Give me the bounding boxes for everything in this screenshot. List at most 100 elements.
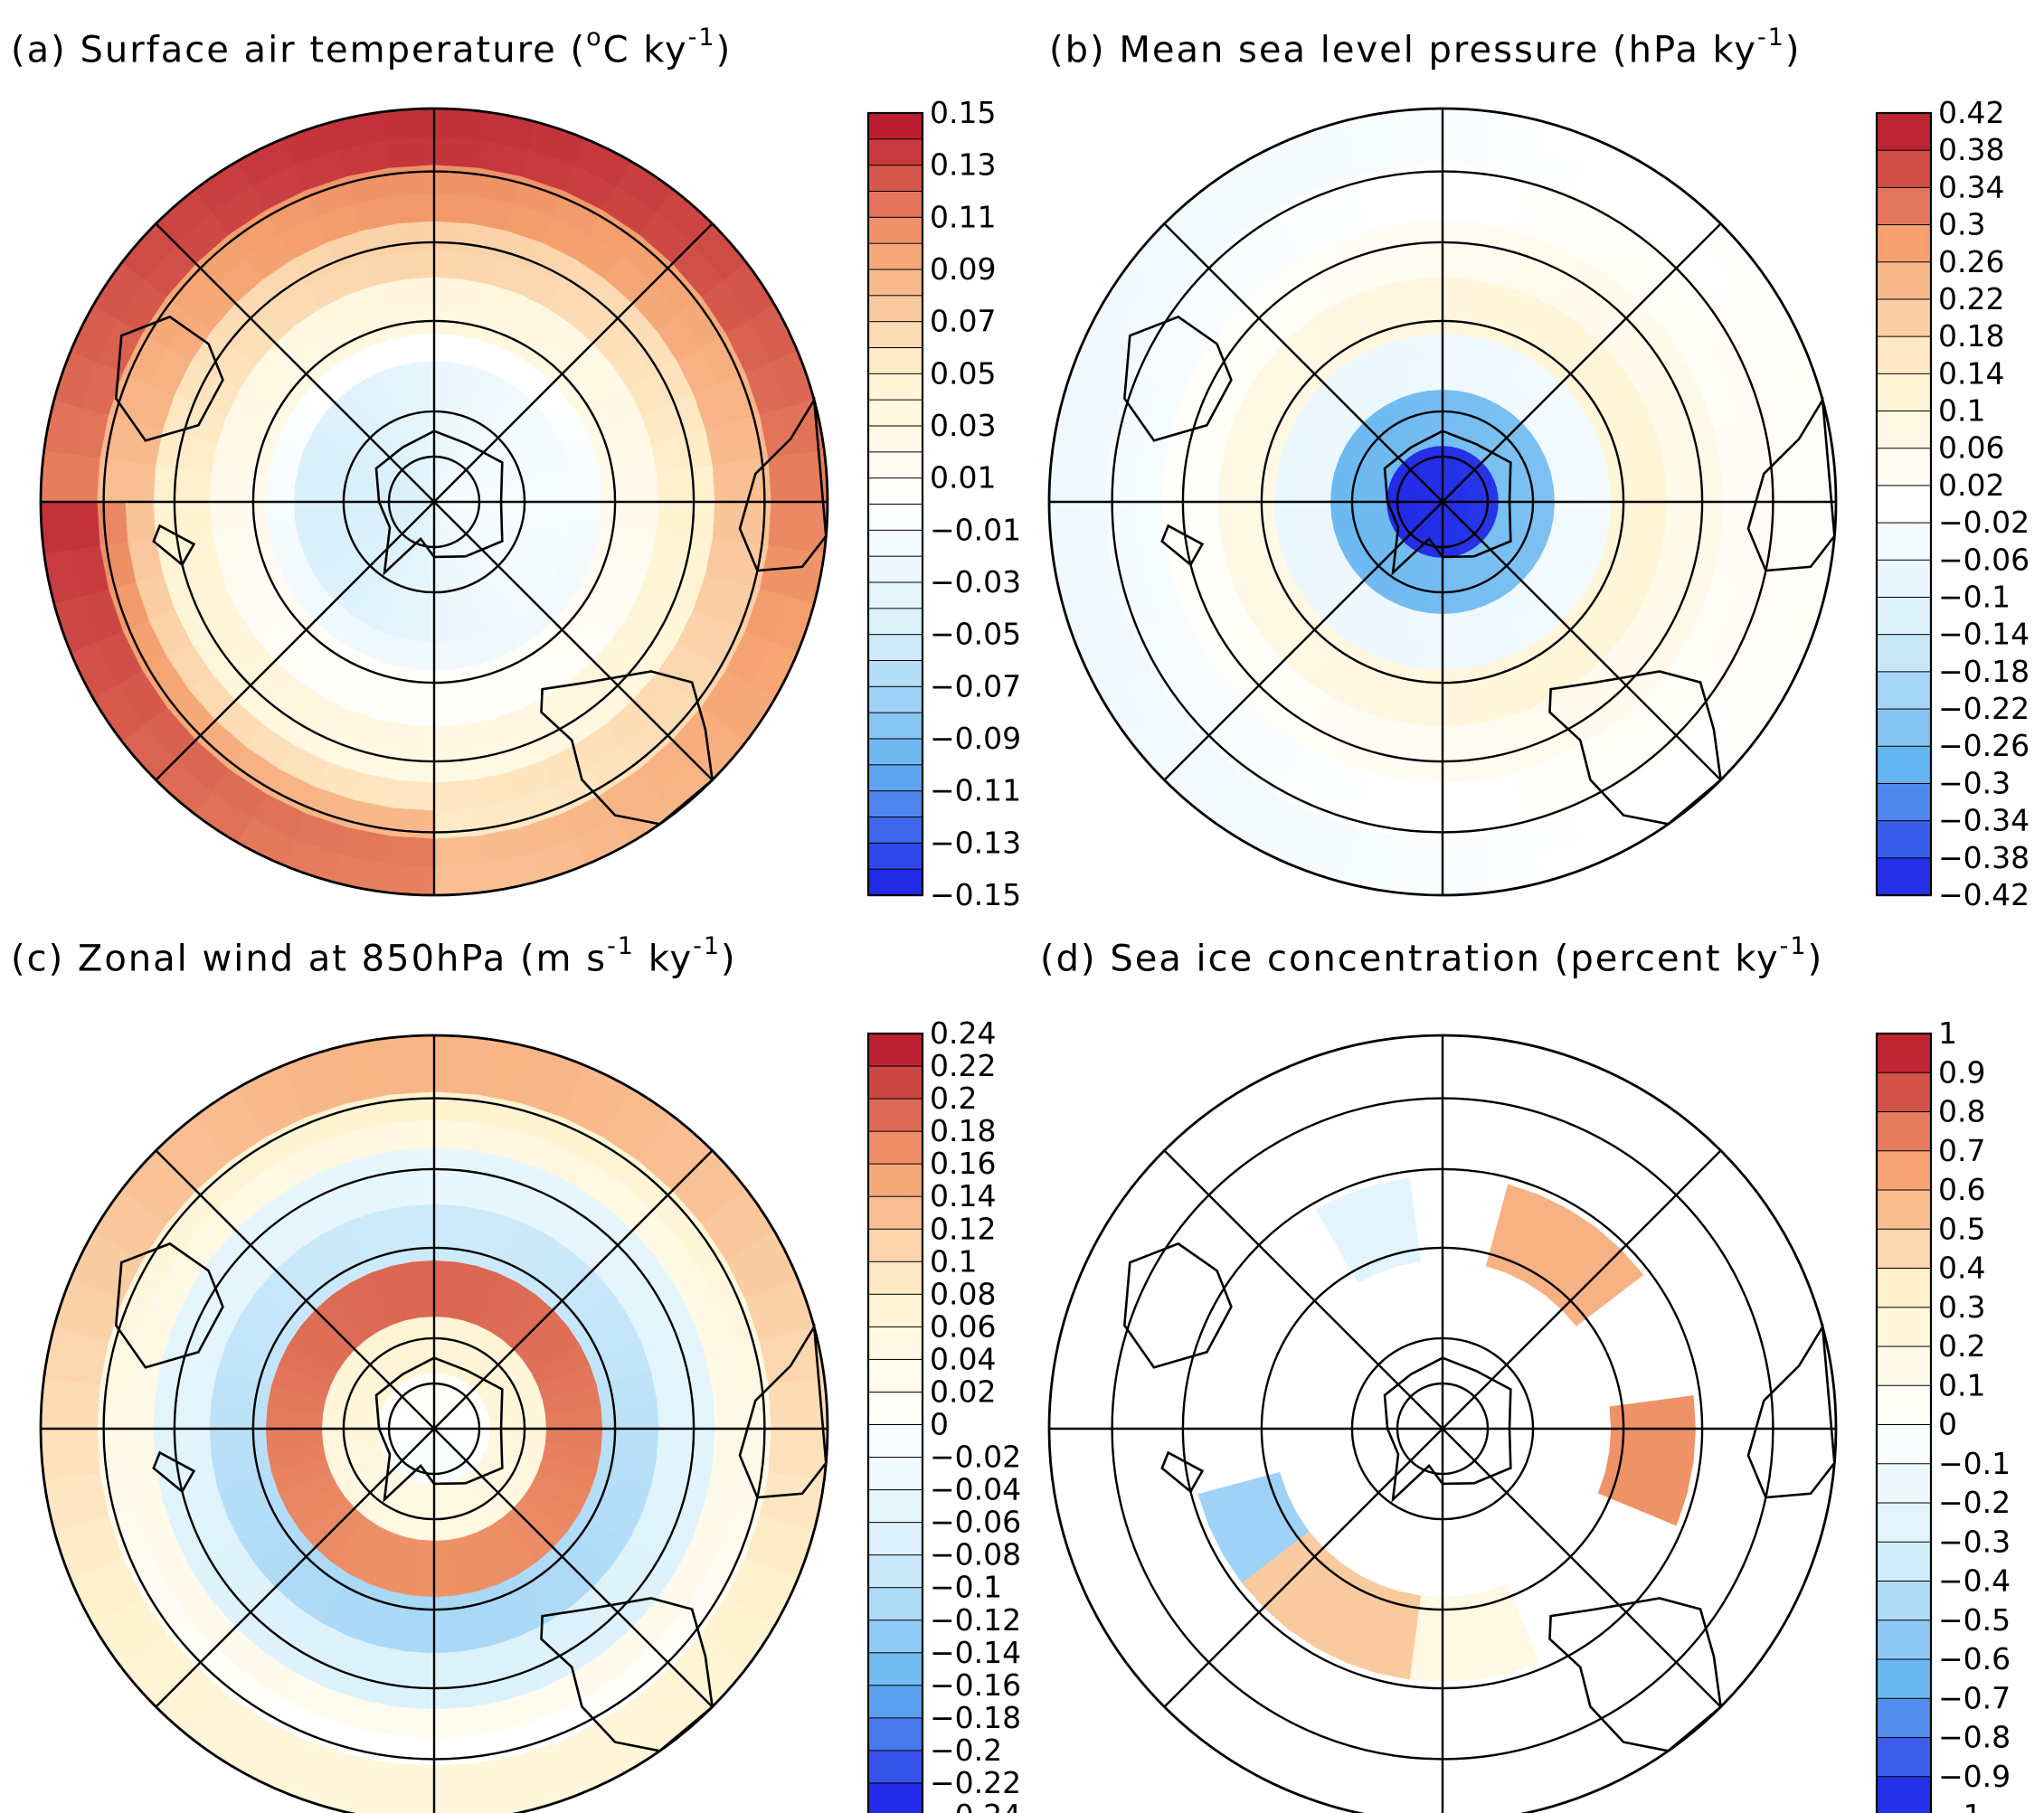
field-cell — [181, 501, 212, 535]
colorbar-tick-label: −0.11 — [930, 773, 1021, 808]
colorbar-tick-label: −0.6 — [1938, 1641, 2011, 1676]
field-cell — [181, 468, 212, 503]
field-cell — [389, 807, 435, 840]
colorbar-frame — [866, 1032, 924, 1813]
colorbar-swatch — [867, 1228, 923, 1263]
colorbar-swatch — [867, 399, 923, 428]
colorbar-tick-label: −0.8 — [1938, 1720, 2011, 1755]
colorbar-tick-label: 0 — [930, 1407, 949, 1442]
colorbar-tick-label: −0.02 — [930, 1440, 1021, 1475]
colorbar-swatch — [1876, 186, 1932, 226]
field-cell — [96, 1428, 128, 1474]
field-cell — [433, 1062, 483, 1095]
field-cell — [1442, 724, 1476, 755]
unit-text: ) — [1784, 29, 1802, 71]
colorbar-tick-label: 0.34 — [1938, 169, 2004, 204]
colorbar-tick-label: 0.06 — [1938, 430, 2004, 466]
field-cells — [40, 108, 828, 896]
field-cell — [1405, 751, 1443, 784]
colorbar-swatch — [1876, 1697, 1932, 1739]
field-cell — [1442, 136, 1491, 168]
colorbar-tick-label: −0.5 — [1938, 1602, 2011, 1638]
meridian-line — [433, 1149, 714, 1430]
unit-text: ) — [715, 29, 733, 71]
field-cell — [393, 779, 435, 812]
field-cell — [657, 1395, 687, 1430]
field-cell — [401, 724, 435, 755]
colorbar-tick-label: −0.22 — [1938, 691, 2030, 726]
field-cell — [152, 1392, 185, 1430]
panel-label: (b) — [1049, 29, 1106, 71]
field-cell — [657, 1428, 687, 1462]
field-cell — [389, 1091, 435, 1123]
unit-superscript: -1 — [1756, 24, 1785, 52]
colorbar-tick-label: 0.2 — [930, 1081, 977, 1116]
panel-title-text: Mean sea level pressure — [1119, 29, 1600, 71]
field-cell — [433, 1091, 479, 1123]
panel-c: (c) Zonal wind at 850hPa (m s-1 ky-1) 0.… — [0, 909, 1021, 1813]
field-cell — [433, 1176, 468, 1206]
colorbar-swatch — [867, 764, 923, 792]
field-cell — [1409, 249, 1443, 279]
field-cell — [389, 164, 435, 196]
colorbar-tick-label: 0.9 — [1938, 1054, 1985, 1090]
colorbar-swatch — [867, 1326, 923, 1361]
field-cell — [393, 1706, 435, 1739]
meridian-line — [1442, 222, 1722, 503]
colorbar-swatch — [867, 1717, 923, 1752]
colorbar-swatch — [867, 868, 923, 897]
field-cell — [1048, 449, 1081, 503]
map-boundary — [1047, 107, 1838, 897]
field-cell — [383, 1790, 435, 1813]
colorbar-swatch — [867, 1457, 923, 1491]
field-cell — [1160, 465, 1193, 503]
colorbar-tick-label: 0.5 — [1938, 1211, 1985, 1246]
unit-text: ( — [570, 29, 587, 71]
field-cell — [1048, 501, 1081, 554]
field-cell — [433, 1623, 464, 1654]
colorbar-tick-label: 0.14 — [930, 1178, 996, 1213]
colorbar-tick-label: −0.4 — [1938, 1563, 2011, 1599]
field-cell — [397, 751, 435, 784]
polar-map: 0.420.380.340.30.260.220.180.140.10.060.… — [1047, 95, 2030, 912]
field-cell — [657, 501, 687, 535]
colorbar-swatch — [867, 373, 923, 401]
field-cell — [382, 1034, 435, 1067]
australia-coast — [1122, 1242, 1233, 1369]
field-cell — [124, 461, 156, 503]
colorbar-tick-label: 0.07 — [930, 304, 996, 339]
colorbar-swatch — [1876, 411, 1932, 449]
colorbar-tick-label: 0.02 — [930, 1374, 996, 1410]
panel-b: (b) Mean sea level pressure (hPa ky-1) 0… — [995, 0, 2030, 912]
field-cell — [68, 453, 100, 503]
field-cell — [433, 1034, 487, 1067]
field-cell — [1394, 136, 1443, 168]
panel-title-text: Surface air temperature — [80, 29, 557, 71]
field-cell — [1413, 1623, 1443, 1654]
panel-title: (b) Mean sea level pressure (hPa ky-1) — [1049, 20, 1801, 71]
colorbar-swatch — [867, 1261, 923, 1296]
field-cell — [401, 249, 435, 279]
colorbar-tick-label: 0.42 — [1938, 95, 2004, 130]
colorbar-swatch — [867, 191, 923, 219]
colorbar-swatch — [1876, 1463, 1932, 1505]
colorbar-tick-label: −0.38 — [1938, 840, 2030, 875]
field-cell — [573, 1406, 603, 1430]
australia-coast — [114, 315, 224, 442]
field-cell — [1442, 1623, 1472, 1654]
field-cell — [385, 136, 435, 168]
field-cell — [1377, 1177, 1414, 1213]
colorbar-swatch — [867, 1163, 923, 1198]
colorbar-swatch — [1876, 559, 1932, 599]
colorbar-frame — [1875, 1032, 1933, 1813]
field-cell — [433, 1147, 471, 1179]
colorbar-tick-label: −0.06 — [930, 1505, 1021, 1540]
panel-d: (d) Sea ice concentration (percent ky-1)… — [995, 909, 2011, 1813]
unit-superscript: -1 — [1779, 932, 1808, 960]
colorbar-swatch — [867, 712, 923, 741]
panel-title: (c) Zonal wind at 850hPa (m s-1 ky-1) — [11, 929, 737, 980]
colorbar-tick-label: 0.18 — [1938, 318, 2004, 354]
field-cell — [768, 1380, 800, 1430]
panel-a: (a) Surface air temperature (oC ky-1) 0.… — [0, 0, 1021, 912]
colorbar-swatch — [1876, 261, 1932, 301]
